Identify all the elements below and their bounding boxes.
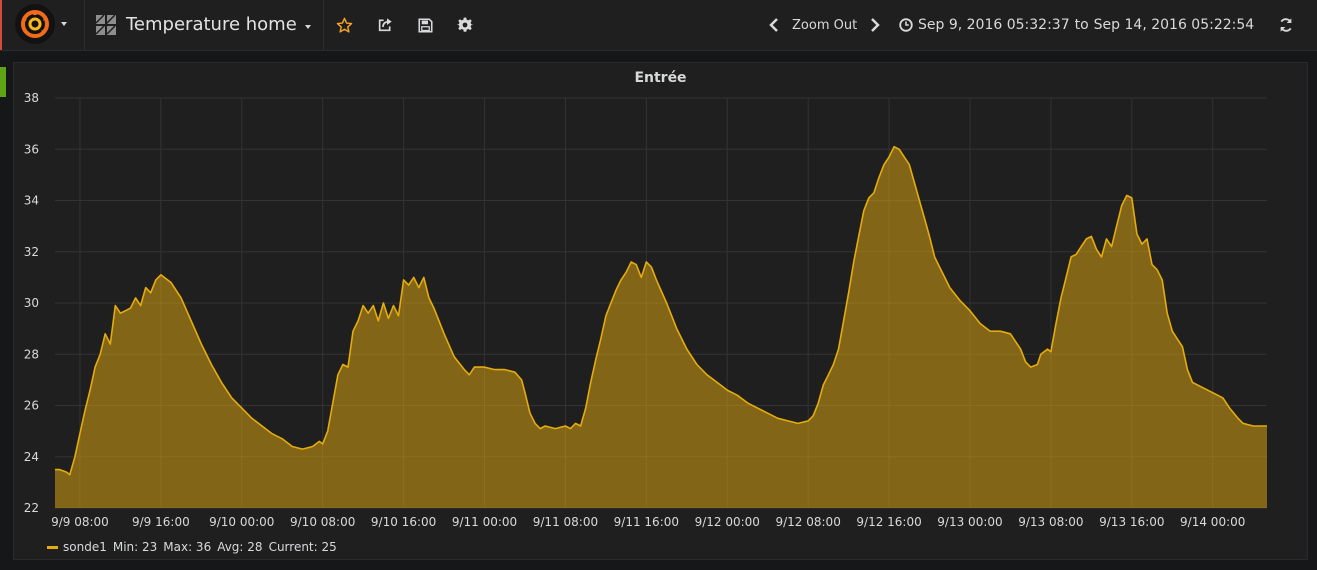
- x-tick-label: 9/12 00:00: [695, 515, 760, 529]
- chevron-right-icon: [871, 18, 880, 32]
- time-range-picker[interactable]: Sep 9, 2016 05:32:37 to Sep 14, 2016 05:…: [899, 14, 1254, 36]
- zoom-forward-button[interactable]: [867, 15, 883, 35]
- refresh-icon: [1280, 18, 1292, 32]
- x-tick-label: 9/10 00:00: [209, 515, 274, 529]
- y-tick-label: 22: [24, 501, 39, 515]
- x-tick-label: 9/9 16:00: [132, 515, 190, 529]
- legend-max: Max: 36: [163, 540, 212, 554]
- star-icon: [336, 17, 352, 33]
- gear-icon: [457, 17, 473, 32]
- legend-series-color[interactable]: [47, 545, 58, 549]
- x-tick-label: 9/10 08:00: [290, 515, 355, 529]
- dashboard-settings-button[interactable]: [455, 14, 475, 36]
- temperature-chart: 22 24 26 28 30 32 34 36 38 9/9 08:00 9/9 16:00 9/10…: [24, 91, 1267, 529]
- chevron-down-icon: [304, 25, 311, 29]
- y-tick-label: 38: [24, 91, 39, 105]
- graph-panel: Entrée 22 24 26 28 30 32 34 36 38 9/9 08:00 9/9 16…: [13, 62, 1308, 560]
- series-line: [55, 145, 1267, 476]
- zoom-controls: Zoom Out: [766, 14, 883, 36]
- dashboard-title[interactable]: Temperature home: [126, 14, 297, 35]
- y-tick-label: 30: [24, 296, 39, 310]
- legend-min: Min: 23: [112, 540, 158, 554]
- y-tick-label: 24: [24, 450, 39, 464]
- y-tick-label: 36: [24, 142, 39, 156]
- navbar-divider: [323, 0, 324, 50]
- zoom-out-button[interactable]: Zoom Out: [792, 17, 858, 33]
- grafana-menu-button[interactable]: [0, 0, 84, 50]
- y-tick-label: 28: [24, 347, 39, 361]
- y-tick-label: 26: [24, 399, 39, 413]
- top-navbar: Temperature home Zoo: [0, 0, 1317, 51]
- share-icon: [378, 18, 392, 32]
- x-tick-label: 9/13 00:00: [937, 515, 1002, 529]
- x-tick-label: 9/13 08:00: [1018, 515, 1083, 529]
- chevron-down-icon: [61, 22, 67, 26]
- save-dashboard-button[interactable]: [415, 14, 435, 36]
- refresh-button[interactable]: [1276, 14, 1296, 36]
- panel-title[interactable]: Entrée: [634, 70, 687, 86]
- x-tick-label: 9/11 08:00: [533, 515, 598, 529]
- x-tick-label: 9/10 16:00: [371, 515, 436, 529]
- legend-current: Current: 25: [268, 540, 337, 554]
- dashboard-title-dropdown[interactable]: Temperature home: [96, 0, 311, 50]
- x-tick-label: 9/13 16:00: [1099, 515, 1164, 529]
- legend-series-name[interactable]: sonde1: [63, 540, 107, 554]
- row-collapse-marker[interactable]: [0, 67, 6, 97]
- x-tick-label: 9/12 16:00: [856, 515, 921, 529]
- legend-avg: Avg: 28: [217, 540, 263, 554]
- time-range-to: Sep 14, 2016 05:22:54: [1093, 17, 1255, 33]
- x-tick-label: 9/11 16:00: [614, 515, 679, 529]
- navbar-divider: [84, 0, 85, 50]
- chevron-left-icon: [769, 18, 778, 32]
- series-area: [55, 146, 1267, 508]
- time-range-from: Sep 9, 2016 05:32:37: [918, 17, 1070, 33]
- y-tick-label: 34: [24, 194, 39, 208]
- y-tick-label: 32: [24, 245, 39, 259]
- x-tick-label: 9/11 00:00: [452, 515, 517, 529]
- legend: sonde1 Min: 23 Max: 36 Avg: 28 Current: …: [47, 539, 343, 555]
- zoom-back-button[interactable]: [766, 15, 782, 35]
- share-dashboard-button[interactable]: [375, 14, 395, 36]
- x-tick-label: 9/9 08:00: [51, 515, 109, 529]
- save-icon: [417, 17, 433, 33]
- dashboard-grid-icon: [96, 15, 116, 35]
- grafana-logo-icon[interactable]: [15, 4, 55, 44]
- star-dashboard-button[interactable]: [334, 14, 354, 36]
- x-tick-label: 9/14 00:00: [1180, 515, 1245, 529]
- time-range-to-word: to: [1074, 17, 1089, 33]
- x-tick-label: 9/12 08:00: [775, 515, 840, 529]
- clock-icon: [899, 18, 913, 32]
